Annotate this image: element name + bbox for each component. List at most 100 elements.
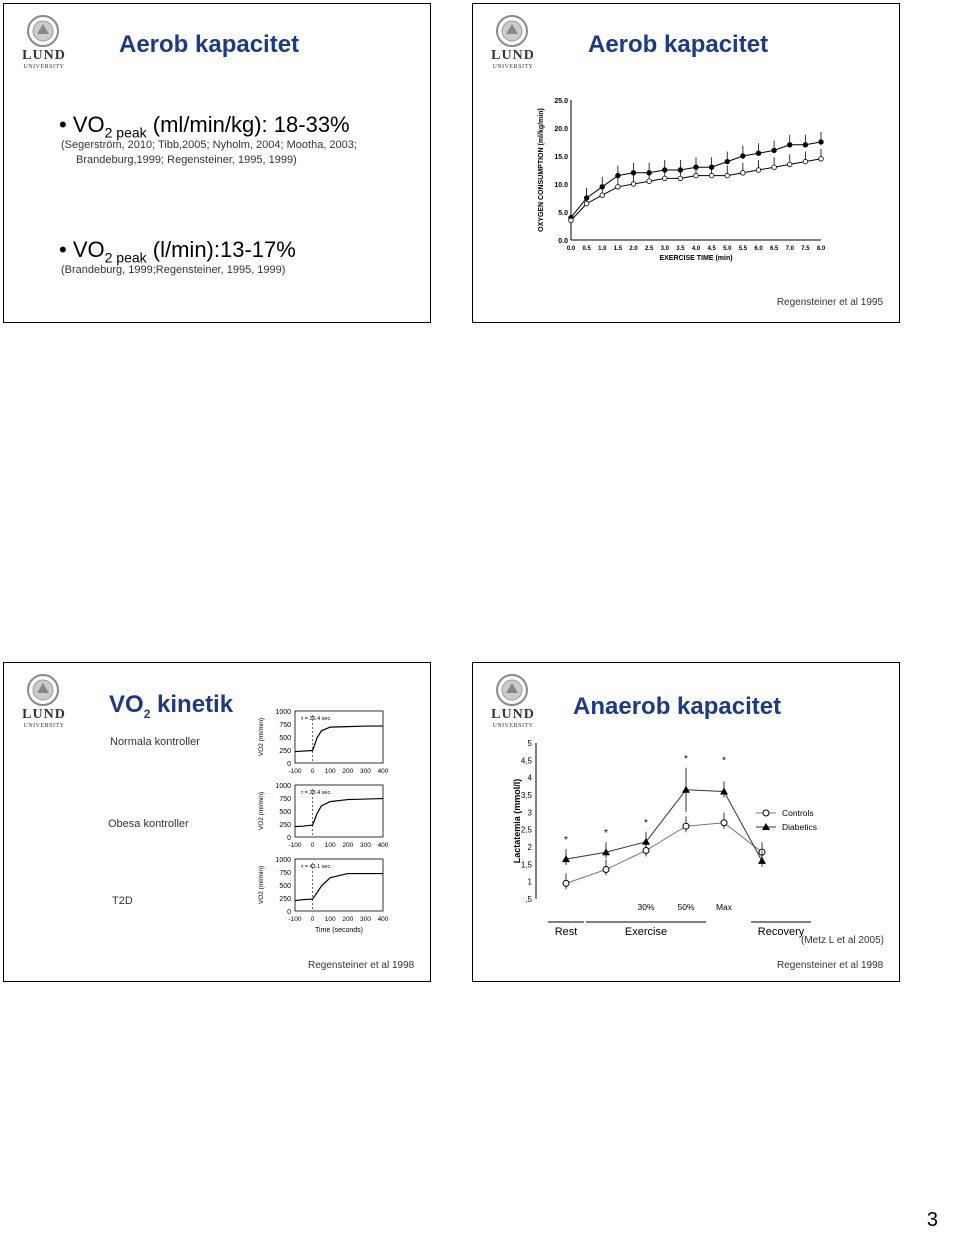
seal-icon <box>27 15 59 47</box>
series-line <box>294 797 384 828</box>
y-axis-label: Lactatemia (mmol/l) <box>512 779 522 864</box>
y-tick-label: 1 <box>528 878 533 887</box>
group-label: Recovery <box>758 926 805 938</box>
legend-label: Diabetics <box>782 822 817 832</box>
x-tick-label: -100 <box>288 768 301 775</box>
logo-word-university: UNIVERSITY <box>23 64 65 70</box>
point-open <box>724 172 730 179</box>
y-tick-label: 750 <box>279 796 291 803</box>
citation: Regensteiner et al 1995 <box>776 297 883 308</box>
point-open <box>693 172 699 179</box>
logo-word-university: UNIVERSITY <box>492 723 534 729</box>
x-tick-label: 100 <box>325 842 336 849</box>
point-open <box>802 158 809 165</box>
x-tick-label: 0.0 <box>567 246 576 252</box>
oxygen-consumption-chart: 0.0 5.0 10.0 15.0 20.0 25.0 0.0 0.5 1.0 1.5 2.0 2.5… <box>538 98 826 262</box>
title-text: VO <box>109 691 144 718</box>
point-open <box>740 170 746 176</box>
series-line <box>294 872 383 902</box>
y-tick-label: 20.0 <box>554 126 568 133</box>
y-tick-label: 25.0 <box>554 98 568 105</box>
x-tick-label: 0 <box>311 916 315 923</box>
x-tick-label: 0 <box>311 842 315 849</box>
y-tick-label: 750 <box>279 722 291 729</box>
significance-asterisk: * <box>564 835 568 846</box>
slide-4: LUND UNIVERSITY Anaerob kapacitet 5 4,5 4 3… <box>472 662 900 982</box>
y-tick-label: 750 <box>279 870 291 877</box>
point-open <box>583 200 590 207</box>
x-tick-label: 400 <box>378 768 389 775</box>
x-tick-label: 3.5 <box>676 246 685 252</box>
point-open <box>708 172 715 179</box>
group-label: T2D <box>112 895 133 907</box>
slide-1: LUND UNIVERSITY Aerob kapacitet • VO2 pe… <box>3 3 431 323</box>
slide-title: Aerob kapacitet <box>588 31 769 58</box>
y-tick-label: 3 <box>528 808 533 817</box>
series-line <box>565 822 763 884</box>
y-tick-label: 0 <box>287 835 291 842</box>
bullet-vo2peak-relative: • VO2 peak (ml/min/kg): 18-33% <box>59 112 350 141</box>
x-tick-label: 2.0 <box>629 246 638 252</box>
x-tick-label: 6.0 <box>754 246 763 252</box>
point-open <box>682 822 690 830</box>
logo-word-lund: LUND <box>22 48 66 63</box>
y-axis-label: OXYGEN CONSUMPTION (ml/kg/min) <box>538 108 545 232</box>
x-tick-label: -100 <box>288 916 301 923</box>
bullet-subscript: 2 peak <box>104 124 147 141</box>
x-tick-label: 400 <box>378 842 389 849</box>
point-open <box>615 184 621 190</box>
y-tick-label: 1,5 <box>521 860 533 869</box>
x-tick-label: 300 <box>360 842 371 849</box>
bullet-value: (ml/min/kg): 18-33% <box>146 112 350 137</box>
seal-icon <box>496 15 528 47</box>
x-tick-label: 1.0 <box>598 246 607 252</box>
point-open <box>720 819 728 827</box>
logo-word-lund: LUND <box>22 707 66 722</box>
lund-logo: LUND UNIVERSITY <box>18 14 70 74</box>
y-tick-label: 1000 <box>275 783 291 790</box>
bullet-subscript: 2 peak <box>104 249 147 266</box>
x-tick-label: 100 <box>325 768 336 775</box>
lund-logo: LUND UNIVERSITY <box>487 14 539 74</box>
y-tick-label: 15.0 <box>554 154 568 161</box>
y-tick-label: 2 <box>528 843 533 852</box>
slide-2: LUND UNIVERSITY Aerob kapacitet 0.0 5.0 10… <box>472 3 900 323</box>
seal-icon <box>496 674 528 706</box>
x-tick-label: 8.0 <box>817 246 826 252</box>
x-tick-label: 100 <box>325 916 336 923</box>
stage-label: 30% <box>637 902 654 912</box>
x-tick-label: 300 <box>360 768 371 775</box>
title-rest: kinetik <box>150 691 234 718</box>
slide-title: Aerob kapacitet <box>119 31 300 58</box>
x-tick-label: 200 <box>342 842 353 849</box>
x-tick-label: 300 <box>360 916 371 923</box>
x-tick-label: 0.5 <box>582 246 591 252</box>
series-line <box>294 725 383 753</box>
x-tick-label: 3.0 <box>661 246 670 252</box>
point-triangle <box>602 848 610 856</box>
y-axis-label: VO2 (ml/min) <box>258 718 265 756</box>
slide-title: VO2 kinetik <box>109 691 233 721</box>
x-tick-label: 5.5 <box>739 246 748 252</box>
seal-icon <box>27 674 59 706</box>
bullet-text: VO <box>72 112 105 137</box>
y-tick-label: 250 <box>279 748 291 755</box>
point-open <box>646 178 652 184</box>
x-tick-label: 7.5 <box>801 246 810 252</box>
y-tick-label: ,5 <box>525 895 532 904</box>
point-filled <box>802 142 809 148</box>
x-axis-label: Time (seconds) <box>315 927 363 934</box>
y-tick-label: 1000 <box>275 857 291 864</box>
group-label: Rest <box>555 926 578 938</box>
y-tick-label: 4,5 <box>521 756 533 765</box>
significance-asterisk: * <box>722 756 726 767</box>
x-tick-label: 200 <box>342 916 353 923</box>
point-open <box>771 164 777 170</box>
point-open <box>599 192 605 198</box>
x-tick-label: 4.0 <box>692 246 701 252</box>
point-open <box>787 161 793 168</box>
tau-annotation: τ = 43.1 sec. <box>301 864 332 870</box>
point-open <box>818 156 824 162</box>
lund-logo: LUND UNIVERSITY <box>487 673 539 733</box>
